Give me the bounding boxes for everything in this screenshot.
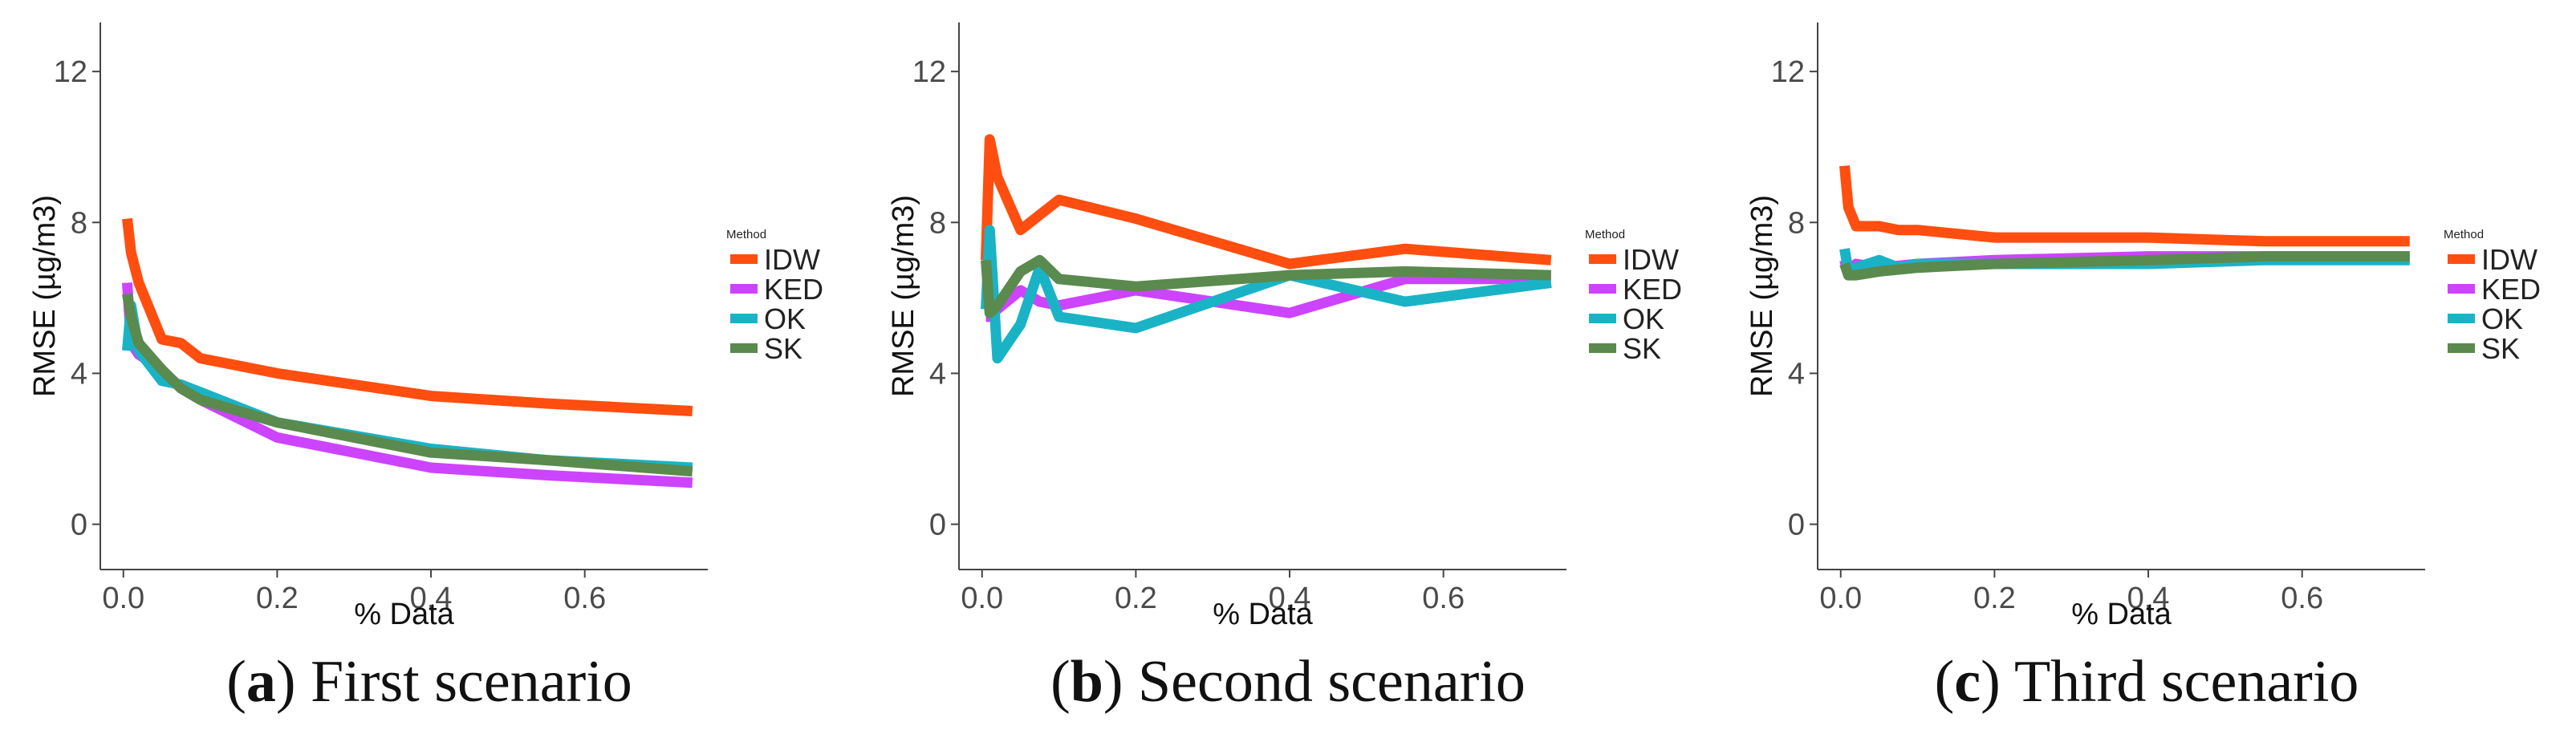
legend-label: KED (2481, 273, 2541, 306)
legend-label: SK (2481, 332, 2520, 365)
x-tick-label: 0.0 (1819, 582, 1862, 615)
legend-title: Method (1585, 228, 1625, 241)
y-tick-label: 0 (71, 509, 87, 542)
x-tick-label: 0.4 (410, 582, 453, 615)
figure-caption: (b) Second scenario (1050, 649, 1526, 715)
x-axis-label: % Data (1213, 598, 1313, 631)
y-axis-label: RMSE (µg/m3) (28, 195, 62, 397)
caption-text: First scenario (311, 649, 632, 715)
y-tick-label: 0 (929, 509, 946, 542)
line-chart: 0 4 8 12 0.0 0.2 0.4 0.6 % Data RMSE (µg/m3) Metho… (887, 22, 1682, 631)
legend-title: Method (2444, 228, 2484, 241)
legend-label: OK (2481, 302, 2523, 335)
series-line-sk (1839, 251, 2410, 281)
x-tick-label: 0.2 (256, 582, 299, 615)
y-tick-label: 12 (54, 55, 87, 89)
y-tick-label: 12 (912, 55, 946, 89)
series-line-sk (122, 293, 693, 477)
legend-label: SK (1623, 332, 1661, 365)
series-line-idw (981, 134, 1552, 270)
y-tick-label: 8 (929, 206, 946, 240)
line-chart: 0 4 8 12 0.0 0.2 0.4 0.6 % Data RMSE (µg/m3) Metho… (1745, 22, 2541, 631)
y-tick-label: 8 (71, 206, 87, 240)
caption-letter: c (1954, 649, 1981, 715)
figure-caption: (a) First scenario (226, 649, 632, 715)
caption-letter: a (246, 649, 276, 715)
line-chart: 0 4 8 12 0.0 0.2 0.4 0.6 % Data RMSE (µg/m3) Metho… (28, 22, 823, 631)
y-tick-label: 4 (1788, 357, 1805, 391)
x-tick-label: 0.2 (1973, 582, 2016, 615)
x-tick-label: 0.0 (102, 582, 144, 615)
legend-label: KED (1623, 273, 1682, 306)
legend-title: Method (726, 228, 766, 241)
series-line-idw (122, 217, 693, 416)
y-tick-label: 4 (71, 357, 87, 391)
series-line-sk (981, 254, 1551, 318)
y-tick-label: 8 (1788, 206, 1805, 240)
x-axis-label: % Data (2071, 598, 2172, 631)
y-tick-label: 12 (1771, 55, 1805, 89)
legend-label: IDW (764, 243, 820, 276)
series-line-idw (1839, 165, 2410, 247)
chart-panel-third-scenario: 0 4 8 12 0.0 0.2 0.4 0.6 % Data RMSE (µg/m3) Metho… (1717, 0, 2576, 742)
x-tick-label: 0.2 (1115, 582, 1157, 615)
x-tick-label: 0.6 (1422, 582, 1465, 615)
chart-panel-second-scenario: 0 4 8 12 0.0 0.2 0.4 0.6 % Data RMSE (µg/m3) Metho… (859, 0, 1717, 742)
legend-label: OK (764, 302, 806, 335)
x-tick-label: 0.6 (563, 582, 606, 615)
x-axis-label: % Data (354, 598, 454, 631)
figure-caption: (c) Third scenario (1934, 649, 2359, 715)
x-tick-label: 0.4 (1269, 582, 1311, 615)
caption-letter: b (1070, 649, 1103, 715)
caption-text: Third scenario (2013, 649, 2359, 715)
x-tick-label: 0.0 (961, 582, 1003, 615)
chart-panel-first-scenario: 0 4 8 12 0.0 0.2 0.4 0.6 % Data RMSE (µg/m3) Metho… (0, 0, 859, 742)
x-tick-label: 0.6 (2281, 582, 2323, 615)
legend-label: KED (764, 273, 823, 306)
legend-label: IDW (1623, 243, 1679, 276)
y-tick-label: 4 (929, 357, 946, 391)
y-axis-label: RMSE (µg/m3) (1745, 195, 1779, 397)
legend-label: SK (764, 332, 802, 365)
x-tick-label: 0.4 (2127, 582, 2170, 615)
legend-label: OK (1623, 302, 1664, 335)
y-tick-label: 0 (1788, 509, 1805, 542)
legend-label: IDW (2481, 243, 2537, 276)
y-axis-label: RMSE (µg/m3) (887, 195, 920, 397)
caption-text: Second scenario (1138, 649, 1526, 715)
